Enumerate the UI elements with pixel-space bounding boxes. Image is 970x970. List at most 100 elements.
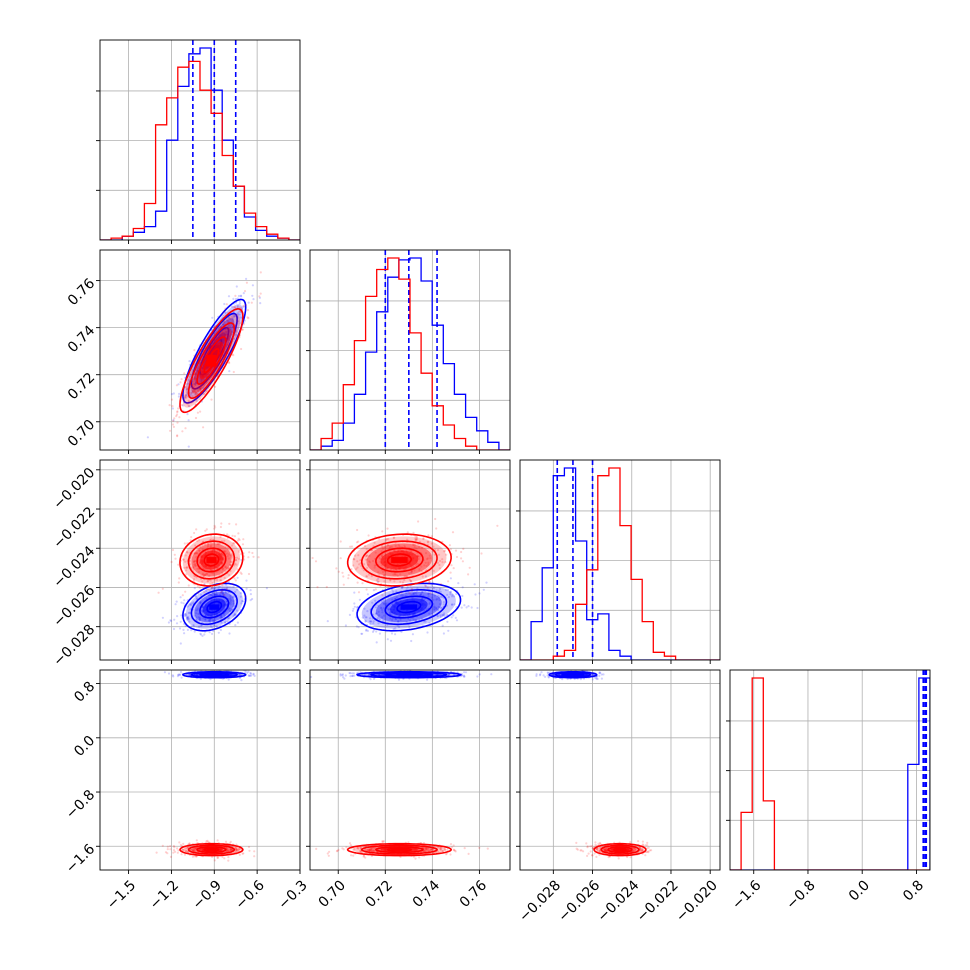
- sample-point: [430, 848, 433, 851]
- sample-point: [353, 605, 356, 608]
- sample-point: [377, 616, 380, 620]
- sample-point: [641, 849, 644, 852]
- sample-point: [223, 539, 226, 542]
- sample-point: [228, 370, 231, 373]
- sample-point: [236, 576, 239, 579]
- sample-point: [212, 620, 215, 623]
- sample-point: [476, 675, 479, 678]
- sample-point: [373, 850, 376, 853]
- sample-point: [343, 677, 346, 680]
- sample-point: [259, 271, 262, 274]
- sample-point: [180, 676, 183, 679]
- sample-point: [230, 328, 233, 331]
- sample-point: [453, 673, 456, 676]
- sample-point: [418, 569, 421, 572]
- sample-point: [186, 413, 189, 416]
- sample-point: [441, 558, 444, 561]
- sample-point: [205, 572, 208, 575]
- sample-point: [193, 376, 196, 379]
- sample-point: [357, 591, 361, 594]
- sample-point: [209, 594, 212, 597]
- sample-point: [363, 545, 367, 548]
- sample-point: [359, 850, 362, 853]
- sample-point: [221, 592, 224, 595]
- panel-frame: [99, 459, 301, 661]
- sample-point: [247, 317, 250, 320]
- sample-point: [239, 571, 242, 574]
- sample-point: [191, 855, 194, 858]
- sample-point: [441, 614, 444, 617]
- sample-point: [247, 301, 250, 304]
- sample-point: [345, 846, 348, 849]
- sample-point: [370, 849, 373, 853]
- sample-point: [191, 395, 194, 398]
- sample-point: [188, 620, 191, 623]
- contour-line: [346, 842, 453, 857]
- density-peak: [391, 848, 408, 851]
- sample-point: [214, 338, 217, 341]
- sample-point: [413, 592, 416, 595]
- sample-point: [185, 395, 188, 398]
- sample-point: [192, 565, 195, 568]
- sample-point: [257, 556, 260, 559]
- sample-point: [228, 522, 231, 525]
- sample-point: [186, 388, 189, 391]
- sample-point: [187, 611, 190, 615]
- sample-point: [455, 619, 459, 622]
- sample-point: [339, 673, 342, 676]
- sample-point: [229, 564, 232, 567]
- sample-point: [421, 590, 424, 594]
- sample-point: [552, 673, 556, 676]
- scatter-panel-1-3: [310, 670, 510, 870]
- sample-point: [184, 395, 187, 398]
- sample-point: [647, 846, 650, 849]
- sample-point: [213, 587, 216, 590]
- sample-point: [220, 579, 223, 582]
- sample-point: [176, 411, 179, 414]
- sample-point: [202, 575, 206, 578]
- sample-point: [182, 848, 185, 851]
- sample-point: [371, 630, 375, 634]
- sample-point: [195, 597, 198, 601]
- sample-point: [192, 601, 195, 604]
- sample-point: [191, 383, 194, 386]
- sample-point: [235, 556, 239, 559]
- contour-line: [396, 673, 423, 677]
- sample-point: [198, 549, 201, 552]
- sample-point: [447, 674, 450, 677]
- sample-point: [385, 538, 388, 541]
- sample-point: [172, 851, 175, 854]
- sample-point: [169, 429, 172, 432]
- sample-point: [217, 336, 220, 339]
- sample-point: [415, 563, 418, 567]
- sample-point: [198, 616, 201, 620]
- sample-point: [168, 404, 171, 407]
- sample-point: [198, 625, 201, 628]
- sample-point: [204, 543, 207, 546]
- sample-point: [243, 290, 247, 293]
- sample-point: [230, 305, 233, 308]
- sample-point: [182, 558, 185, 561]
- sample-point: [193, 376, 196, 379]
- sample-point: [222, 311, 225, 314]
- sample-point: [363, 607, 366, 610]
- sample-point: [310, 675, 313, 679]
- sample-point: [356, 528, 359, 532]
- sample-point: [368, 849, 371, 852]
- sample-point: [209, 678, 212, 681]
- sample-point: [379, 606, 382, 609]
- sample-point: [450, 603, 454, 606]
- sample-point: [430, 848, 433, 851]
- sample-point: [155, 851, 158, 854]
- sample-point: [439, 615, 442, 618]
- sample-point: [185, 614, 188, 617]
- sample-point: [244, 670, 247, 673]
- sample-point: [193, 563, 196, 566]
- sample-point: [369, 620, 372, 623]
- sample-point: [351, 674, 354, 678]
- sample-point: [414, 537, 417, 540]
- sample-point: [375, 630, 378, 633]
- scatter-panel-0-2: [100, 460, 300, 660]
- sample-point: [208, 631, 211, 634]
- sample-point: [190, 536, 193, 539]
